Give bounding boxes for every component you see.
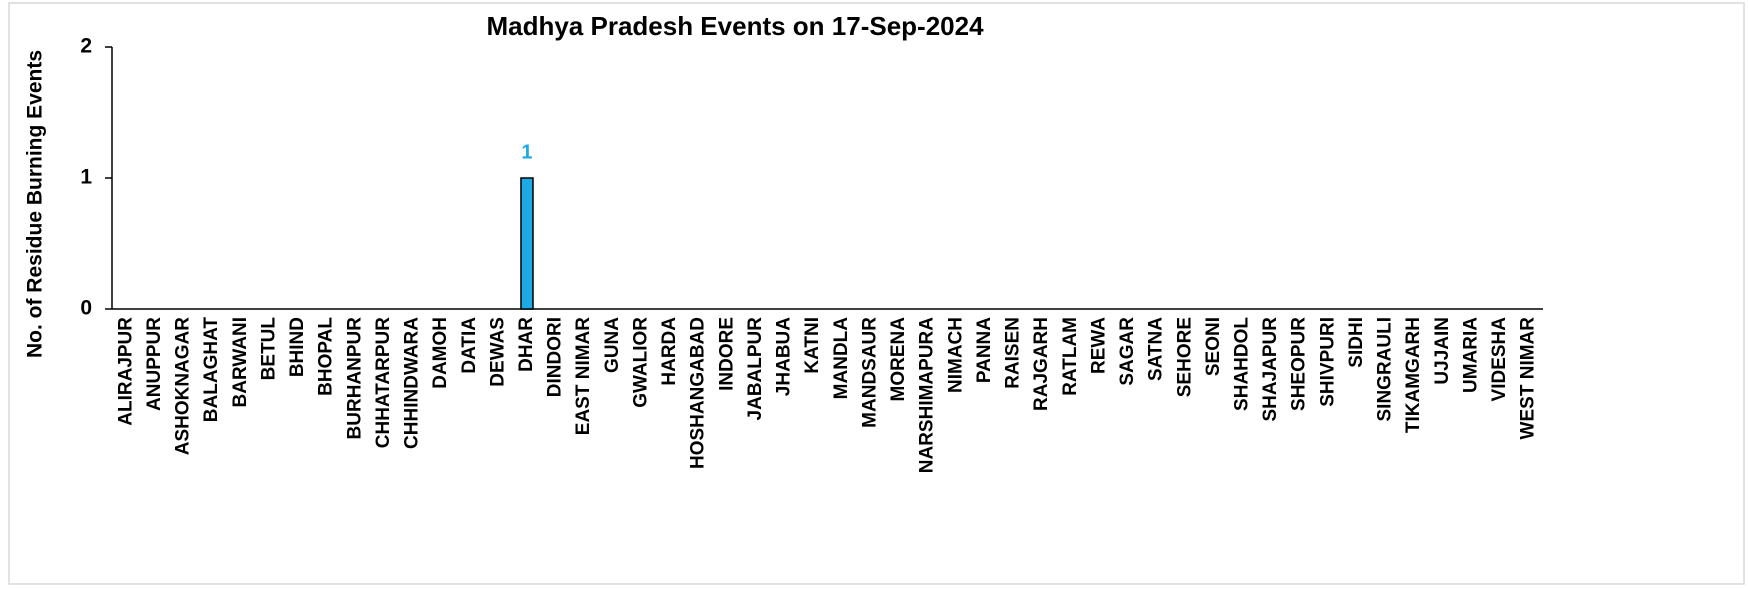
x-tick-label: GWALIOR bbox=[630, 317, 651, 408]
x-tick-label: CHHINDWARA bbox=[402, 317, 423, 449]
x-tick-label: DEWAS bbox=[487, 317, 508, 387]
chart-border bbox=[8, 2, 1745, 585]
x-tick-label: BARWANI bbox=[230, 317, 251, 407]
x-tick-label: PANNA bbox=[974, 317, 995, 383]
x-tick-label: RAJGARH bbox=[1031, 317, 1052, 411]
x-tick-label: SAGAR bbox=[1117, 317, 1138, 386]
x-tick-label: SHAHDOL bbox=[1232, 317, 1253, 411]
x-tick-label: ANUPPUR bbox=[144, 317, 165, 411]
x-tick-label: MANDLA bbox=[831, 317, 852, 400]
y-tick-label: 0 bbox=[80, 297, 92, 320]
x-tick-label: MANDSAUR bbox=[859, 317, 880, 428]
x-tick-label: JHABUA bbox=[774, 317, 795, 396]
x-tick-label: SHIVPURI bbox=[1317, 317, 1338, 407]
x-tick-label: DAMOH bbox=[430, 317, 451, 389]
x-tick-label: GUNA bbox=[602, 317, 623, 373]
x-tick-label: NARSHIMAPURA bbox=[917, 317, 938, 474]
x-tick-label: SEHORE bbox=[1174, 317, 1195, 397]
x-tick-label: DHAR bbox=[516, 317, 537, 372]
x-tick-label: JABALPUR bbox=[745, 317, 766, 421]
x-tick-label: SIDHI bbox=[1346, 317, 1367, 368]
x-tick-label: UJJAIN bbox=[1432, 317, 1453, 385]
x-tick-label: VIDESHA bbox=[1489, 317, 1510, 402]
x-tick-label: HOSHANGABAD bbox=[688, 317, 709, 469]
x-tick-label: CHHATARPUR bbox=[373, 317, 394, 449]
x-tick-label: ALIRAJPUR bbox=[115, 317, 136, 426]
y-tick-label: 2 bbox=[80, 35, 92, 58]
x-tick-label: TIKAMGARH bbox=[1403, 317, 1424, 433]
x-tick-label: REWA bbox=[1088, 317, 1109, 374]
x-tick-label: BALAGHAT bbox=[201, 317, 222, 423]
x-tick-label: INDORE bbox=[716, 317, 737, 391]
x-tick-label: BHOPAL bbox=[316, 317, 337, 396]
x-tick-label: EAST NIMAR bbox=[573, 317, 594, 436]
x-tick-label: BHIND bbox=[287, 317, 308, 377]
x-tick-label: RATLAM bbox=[1060, 317, 1081, 396]
x-tick-label: WEST NIMAR bbox=[1518, 317, 1539, 440]
x-tick-label: SATNA bbox=[1146, 317, 1167, 381]
x-tick-label: MORENA bbox=[888, 317, 909, 402]
x-tick-label: UMARIA bbox=[1460, 317, 1481, 393]
x-tick-label: DATIA bbox=[459, 317, 480, 374]
x-tick-label: DINDORI bbox=[545, 317, 566, 397]
y-tick-label: 1 bbox=[80, 166, 92, 189]
x-tick-label: SHAJAPUR bbox=[1260, 317, 1281, 422]
x-tick-label: HARDA bbox=[659, 317, 680, 386]
x-tick-label: KATNI bbox=[802, 317, 823, 374]
x-tick-label: SINGRAULI bbox=[1375, 317, 1396, 422]
bar bbox=[520, 177, 534, 310]
x-tick-label: NIMACH bbox=[945, 317, 966, 393]
x-tick-label: SEONI bbox=[1203, 317, 1224, 376]
y-axis-label: No. of Residue Burning Events bbox=[24, 50, 47, 358]
chart-title: Madhya Pradesh Events on 17-Sep-2024 bbox=[486, 11, 984, 41]
data-label: 1 bbox=[521, 141, 532, 163]
x-tick-label: SHEOPUR bbox=[1289, 317, 1310, 411]
x-tick-label: RAISEN bbox=[1003, 317, 1024, 389]
x-tick-label: ASHOKNAGAR bbox=[173, 317, 194, 456]
x-tick-label: BURHANPUR bbox=[344, 317, 365, 440]
x-tick-label: BETUL bbox=[258, 317, 279, 381]
